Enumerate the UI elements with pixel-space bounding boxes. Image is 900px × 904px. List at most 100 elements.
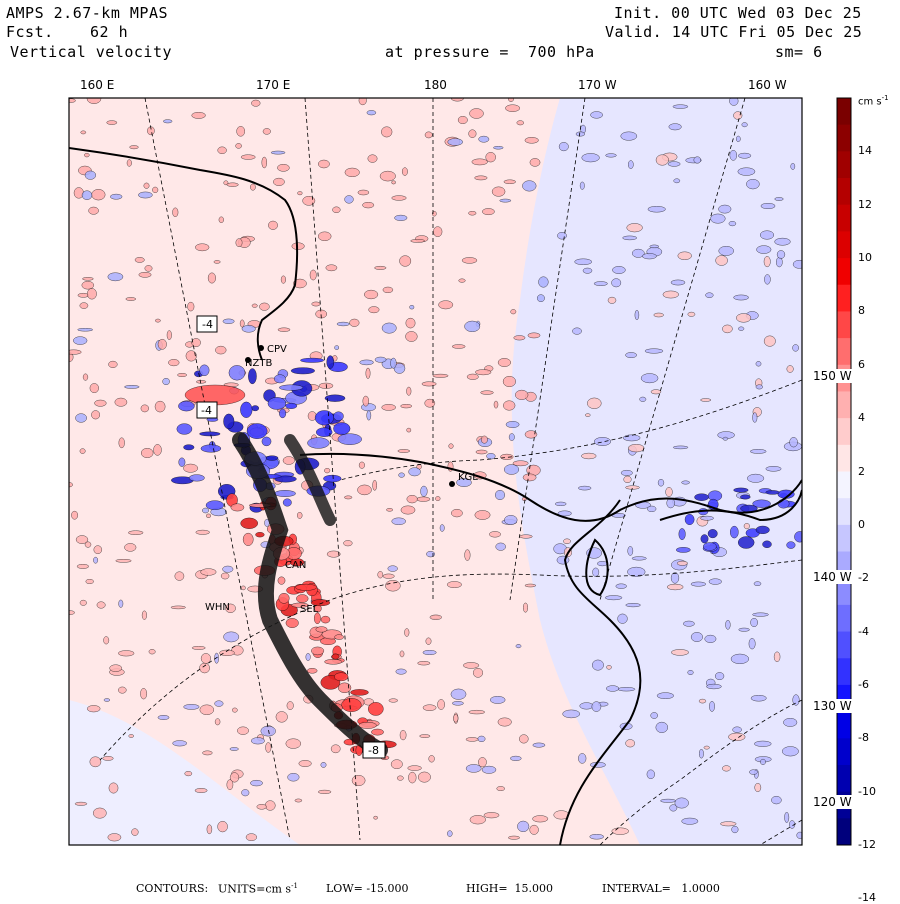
velocity-blob <box>670 279 686 286</box>
velocity-blob <box>508 433 515 441</box>
velocity-blob <box>579 702 594 710</box>
velocity-blob <box>282 498 292 507</box>
velocity-blob <box>332 206 341 214</box>
velocity-blob <box>333 411 344 421</box>
velocity-blob <box>504 464 520 475</box>
velocity-blob <box>228 365 246 381</box>
velocity-blob <box>627 546 634 556</box>
velocity-blob <box>707 529 718 539</box>
velocity-blob <box>422 704 437 711</box>
velocity-blob <box>447 138 463 146</box>
velocity-blob <box>783 718 798 727</box>
station-markers: CPV NZTB CAN WHN SEL KGL <box>205 344 478 615</box>
velocity-blob <box>351 775 366 787</box>
velocity-blob <box>218 216 224 224</box>
velocity-blob <box>106 120 118 125</box>
velocity-blob <box>746 179 760 190</box>
velocity-blob <box>523 602 529 613</box>
station-nztb: NZTB <box>245 358 272 369</box>
velocity-blob <box>89 756 102 768</box>
velocity-blob <box>620 469 633 476</box>
velocity-blob <box>453 714 459 723</box>
velocity-blob <box>69 349 82 355</box>
velocity-blob <box>681 817 699 825</box>
velocity-blob <box>396 775 404 781</box>
velocity-blob <box>737 167 756 176</box>
velocity-blob <box>128 530 144 535</box>
velocity-blob <box>261 156 267 169</box>
velocity-blob <box>409 305 415 310</box>
velocity-blob <box>750 449 767 454</box>
velocity-blob <box>690 632 703 642</box>
velocity-blob <box>88 206 99 215</box>
velocity-blob <box>298 760 312 767</box>
velocity-blob <box>774 237 791 246</box>
velocity-blob <box>786 365 794 373</box>
velocity-blob <box>290 367 315 375</box>
colorbar-swatch <box>837 151 851 179</box>
velocity-blob <box>154 400 166 413</box>
velocity-blob <box>516 120 524 126</box>
velocity-blob <box>331 653 340 660</box>
velocity-blob <box>729 149 737 161</box>
velocity-blob <box>229 747 239 751</box>
velocity-blob <box>477 735 486 743</box>
velocity-blob <box>673 178 681 184</box>
lon-label-180: 180 <box>424 78 447 92</box>
colorbar-swatch <box>837 631 851 659</box>
station-dot-nztb <box>245 357 251 363</box>
velocity-blob <box>144 265 153 272</box>
field-name: Vertical velocity <box>10 43 173 61</box>
velocity-blob <box>307 668 318 674</box>
velocity-blob <box>237 726 249 735</box>
velocity-blob <box>124 385 140 389</box>
velocity-blob <box>357 484 372 496</box>
velocity-blob <box>273 177 285 186</box>
velocity-blob <box>214 700 224 707</box>
velocity-blob <box>407 765 422 771</box>
velocity-blob <box>581 153 600 163</box>
velocity-blob <box>71 510 79 520</box>
velocity-blob <box>250 779 263 787</box>
velocity-blob <box>750 618 758 628</box>
velocity-blob <box>792 344 799 352</box>
velocity-blob <box>129 145 139 150</box>
velocity-blob <box>196 380 207 384</box>
velocity-blob <box>240 585 246 591</box>
velocity-blob <box>646 769 655 779</box>
velocity-blob <box>374 356 387 363</box>
velocity-blob <box>615 583 627 589</box>
velocity-blob <box>344 167 360 178</box>
colorbar-swatch <box>837 444 851 472</box>
velocity-blob <box>714 672 725 680</box>
velocity-blob <box>771 795 782 805</box>
velocity-blob <box>589 834 604 840</box>
velocity-blob <box>622 235 638 241</box>
colorbar-tick-label: -10 <box>858 784 876 798</box>
velocity-blob <box>617 613 628 624</box>
velocity-blob <box>792 694 800 706</box>
velocity-blob <box>720 821 737 827</box>
velocity-blob <box>690 581 707 587</box>
velocity-blob <box>634 310 640 321</box>
lat-label-120w: 120 W <box>812 795 853 809</box>
velocity-blob <box>672 104 689 109</box>
velocity-blob <box>792 260 802 269</box>
velocity-blob <box>738 152 752 159</box>
velocity-blob <box>128 734 134 738</box>
velocity-blob <box>391 195 407 201</box>
velocity-blob <box>324 394 346 402</box>
velocity-blob <box>240 154 256 160</box>
velocity-blob <box>172 740 187 747</box>
velocity-blob <box>612 266 626 274</box>
velocity-blob <box>404 628 410 637</box>
velocity-blob <box>579 181 585 190</box>
velocity-blob <box>575 131 586 137</box>
velocity-blob <box>760 230 775 240</box>
velocity-blob <box>555 501 567 506</box>
velocity-blob <box>226 182 239 187</box>
velocity-blob <box>102 756 114 761</box>
velocity-blob <box>617 687 636 692</box>
velocity-blob <box>656 692 674 700</box>
velocity-blob <box>226 779 234 791</box>
